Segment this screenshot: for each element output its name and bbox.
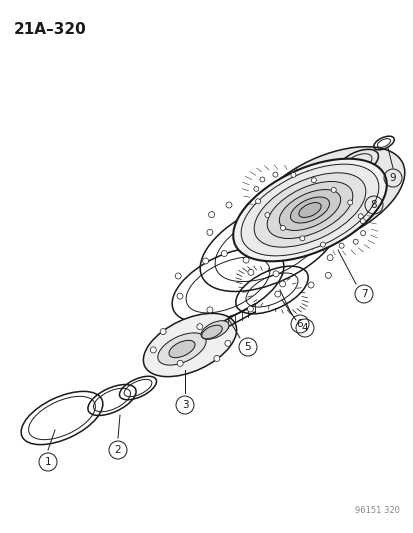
Ellipse shape — [251, 147, 404, 249]
Ellipse shape — [143, 313, 236, 377]
Circle shape — [299, 236, 304, 241]
Ellipse shape — [266, 182, 352, 238]
Circle shape — [264, 213, 269, 217]
Circle shape — [312, 233, 318, 239]
Text: 4: 4 — [301, 323, 308, 333]
Circle shape — [352, 239, 357, 244]
Circle shape — [225, 202, 231, 208]
Circle shape — [279, 281, 285, 287]
Circle shape — [242, 257, 249, 263]
Circle shape — [175, 273, 181, 279]
Text: 21A–320: 21A–320 — [14, 22, 87, 37]
Ellipse shape — [298, 203, 320, 217]
Text: 96151 320: 96151 320 — [354, 506, 399, 515]
Text: 5: 5 — [244, 342, 251, 352]
Ellipse shape — [240, 164, 378, 256]
Circle shape — [357, 214, 362, 219]
Text: 6: 6 — [296, 319, 303, 329]
Text: 1: 1 — [45, 457, 51, 467]
Text: 3: 3 — [181, 400, 188, 410]
Circle shape — [214, 356, 219, 361]
Circle shape — [359, 219, 364, 224]
Circle shape — [311, 177, 316, 183]
Circle shape — [330, 188, 335, 192]
Circle shape — [273, 271, 278, 277]
Circle shape — [360, 231, 365, 236]
Circle shape — [347, 200, 352, 205]
Circle shape — [206, 229, 212, 236]
Text: 9: 9 — [389, 173, 395, 183]
Circle shape — [255, 199, 260, 204]
Circle shape — [253, 187, 258, 191]
Circle shape — [272, 172, 277, 177]
Circle shape — [196, 324, 202, 329]
Circle shape — [160, 328, 166, 335]
Ellipse shape — [290, 197, 329, 223]
Circle shape — [326, 255, 332, 261]
Circle shape — [280, 225, 285, 230]
Circle shape — [274, 291, 280, 297]
Circle shape — [177, 360, 183, 366]
Circle shape — [307, 282, 313, 288]
Circle shape — [338, 243, 343, 248]
Ellipse shape — [233, 159, 386, 261]
Circle shape — [320, 242, 325, 247]
Ellipse shape — [157, 333, 206, 365]
Ellipse shape — [254, 173, 365, 247]
Circle shape — [208, 212, 214, 217]
Circle shape — [150, 347, 156, 353]
Ellipse shape — [201, 325, 222, 339]
Ellipse shape — [279, 190, 340, 230]
Circle shape — [290, 172, 295, 177]
Circle shape — [325, 272, 330, 278]
Circle shape — [176, 293, 183, 299]
Circle shape — [259, 177, 264, 182]
Circle shape — [247, 269, 253, 276]
Text: 7: 7 — [360, 289, 366, 299]
Ellipse shape — [169, 341, 195, 358]
Text: 2: 2 — [114, 445, 121, 455]
Circle shape — [221, 251, 227, 256]
Circle shape — [206, 307, 212, 313]
Circle shape — [247, 306, 253, 312]
Text: 8: 8 — [370, 200, 376, 210]
Circle shape — [285, 215, 292, 221]
Ellipse shape — [201, 321, 228, 340]
Circle shape — [224, 341, 230, 346]
Circle shape — [202, 258, 208, 264]
Circle shape — [254, 203, 260, 209]
